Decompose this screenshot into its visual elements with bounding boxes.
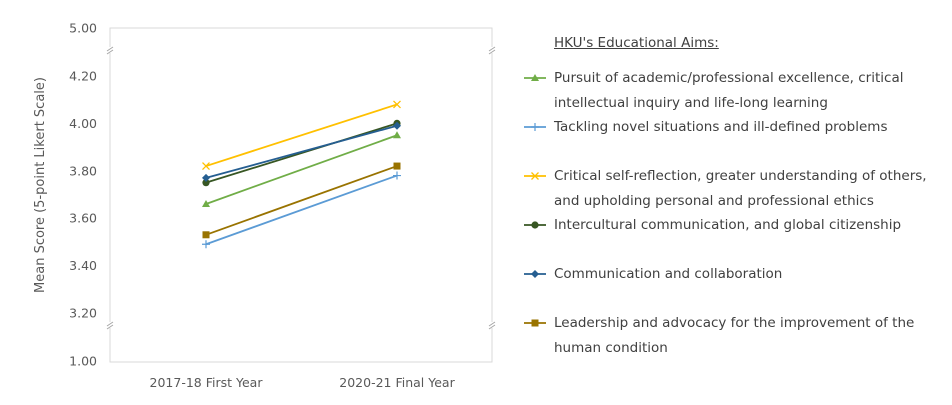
series-path — [205, 103, 398, 167]
series-path — [205, 122, 398, 184]
y-tick-label: 3.40 — [69, 258, 97, 273]
y-tick-label: 3.80 — [69, 163, 97, 178]
legend-label: Intercultural communication, and global … — [554, 217, 902, 233]
y-axis-title: Mean Score (5-point Likert Scale) — [33, 77, 48, 293]
legend-label: Communication and collaboration — [554, 266, 783, 282]
x-tick-label: 2020-21 Final Year — [339, 375, 455, 390]
data-point — [393, 171, 401, 180]
series-path — [205, 124, 398, 179]
legend-label: Pursuit of academic/professional excelle… — [554, 70, 904, 111]
data-point — [202, 240, 210, 249]
series-line-2 — [202, 171, 401, 249]
legend-symbol — [531, 270, 539, 278]
data-point — [202, 231, 210, 239]
y-tick-label: 3.60 — [69, 211, 97, 226]
series-path — [205, 174, 398, 246]
data-point — [393, 121, 401, 130]
legend-symbol — [531, 172, 539, 180]
data-point — [202, 173, 210, 182]
axis-break-gap — [488, 322, 496, 328]
legend-marker-icon — [524, 74, 546, 81]
axis-break-mark — [106, 324, 114, 330]
data-point — [393, 162, 401, 170]
axis-break-mark — [106, 49, 114, 55]
axis-break-gap — [106, 322, 114, 328]
legend-symbol — [531, 319, 539, 327]
x-tick-label: 2017-18 First Year — [150, 375, 264, 390]
axis-break-mark — [106, 46, 114, 52]
axis-break-mark — [488, 321, 496, 327]
legend-marker-icon — [524, 221, 546, 229]
y-tick-label: 4.20 — [69, 69, 97, 84]
y-tick-label: 4.00 — [69, 116, 97, 131]
legend-symbol — [531, 123, 539, 131]
data-point — [202, 199, 210, 207]
legend-marker-icon — [524, 270, 546, 278]
axis-break-mark — [488, 46, 496, 52]
axis-break-mark — [488, 49, 496, 55]
data-point — [202, 179, 210, 187]
series-line-6 — [202, 162, 401, 239]
axis-break-mark — [488, 324, 496, 330]
legend-symbol — [531, 221, 539, 229]
y-tick-label: 3.20 — [69, 306, 97, 321]
legend-symbol — [531, 74, 539, 81]
axis-break-mark — [106, 321, 114, 327]
y-tick-label: 1.00 — [69, 354, 97, 369]
series-line-3 — [202, 100, 401, 171]
legend-marker-icon — [524, 123, 546, 131]
legend-label: Critical self-reflection, greater unders… — [554, 168, 927, 209]
data-point — [393, 100, 401, 109]
plot-area — [109, 27, 493, 363]
y-tick-label: 5.00 — [69, 21, 97, 36]
data-point — [393, 131, 401, 139]
legend-label: Leadership and advocacy for the improvem… — [554, 315, 915, 356]
series-path — [205, 165, 398, 236]
series-line-1 — [202, 131, 401, 207]
series-line-5 — [202, 121, 401, 182]
legend-marker-icon — [524, 319, 546, 327]
legend-title: HKU's Educational Aims: — [554, 35, 719, 51]
axis-break-gap — [488, 47, 496, 53]
data-point — [202, 162, 210, 171]
axis-break-gap — [106, 47, 114, 53]
legend-marker-icon — [524, 172, 546, 180]
legend-label: Tackling novel situations and ill-define… — [554, 119, 888, 135]
series-path — [205, 134, 398, 205]
